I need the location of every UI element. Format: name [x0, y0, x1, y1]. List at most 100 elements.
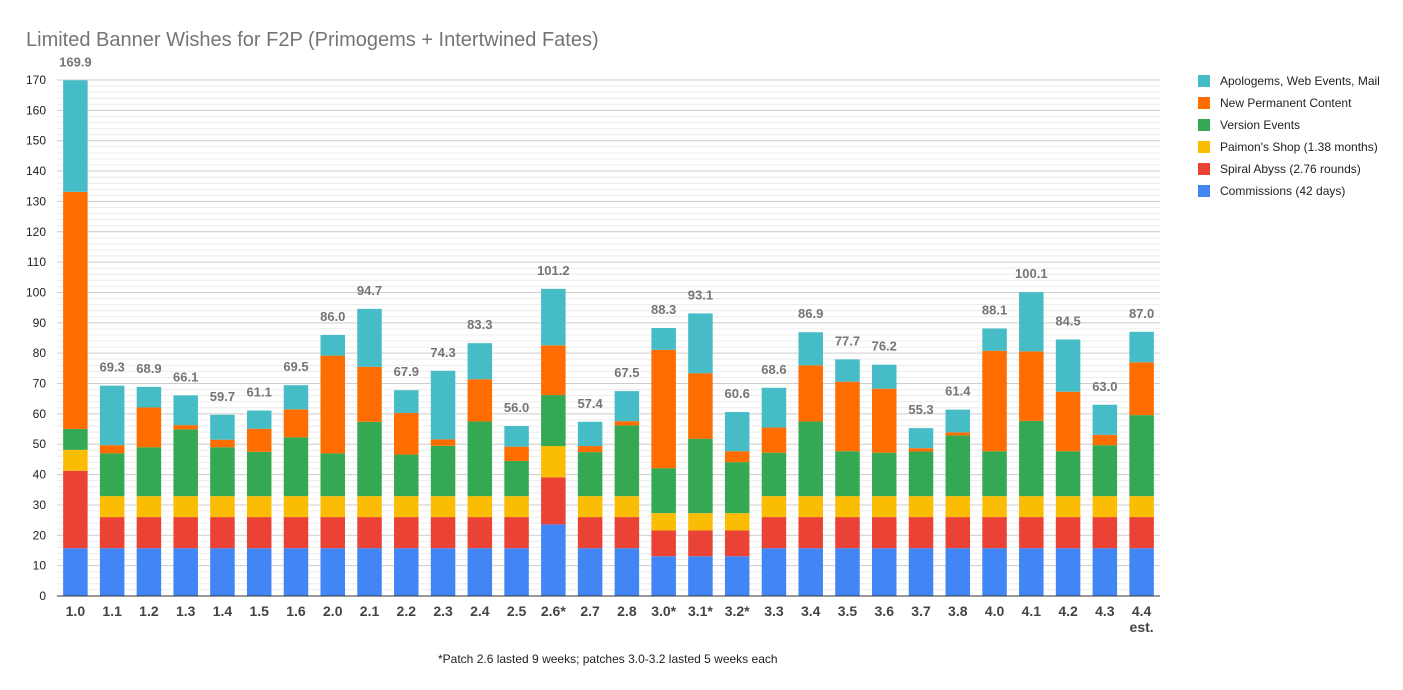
bar-segment — [283, 548, 309, 596]
y-tick-label: 20 — [33, 528, 47, 542]
total-label: 68.9 — [136, 361, 161, 376]
bar-segment — [430, 517, 456, 549]
total-label: 69.3 — [99, 360, 124, 375]
bar-segment — [430, 370, 456, 440]
bar-segment — [1129, 362, 1154, 416]
bar-segment — [394, 517, 419, 549]
legend-item: Paimon's Shop (1.38 months) — [1198, 136, 1380, 158]
bar-segment — [982, 451, 1007, 497]
bar-segment — [541, 288, 566, 346]
bar-segment — [577, 446, 603, 453]
bar-segment — [908, 517, 934, 549]
bar-segment — [99, 385, 125, 446]
total-label: 59.7 — [210, 389, 235, 404]
bar-segment — [577, 421, 603, 447]
bar-segment — [283, 409, 309, 438]
bar-segment — [320, 517, 345, 549]
bar-segment — [614, 421, 640, 426]
bar-segment — [63, 548, 88, 596]
total-label: 86.9 — [798, 306, 823, 321]
bar-segment — [173, 548, 198, 596]
bar-segment — [945, 409, 971, 433]
bar-segment — [283, 517, 309, 549]
bar-segment — [872, 364, 897, 389]
x-tick-label: 4.3 — [1095, 603, 1115, 619]
bar-segment — [651, 327, 676, 350]
bar-segment — [982, 517, 1007, 549]
bar-segment — [136, 447, 162, 497]
bar-segment — [908, 548, 934, 596]
bar-segment — [688, 313, 713, 374]
bar-segment — [467, 517, 493, 549]
bar-segment — [761, 496, 787, 518]
bar-segment — [1129, 496, 1154, 518]
legend-item: Version Events — [1198, 114, 1380, 136]
total-label: 57.4 — [577, 396, 603, 411]
bar-segment — [761, 387, 787, 428]
bar-segment — [688, 373, 713, 439]
bar-segment — [99, 496, 125, 518]
bar-segment — [835, 517, 860, 549]
bar-segment — [1129, 415, 1154, 497]
bar-segment — [724, 530, 750, 557]
x-tick-label: 2.7 — [580, 603, 600, 619]
y-tick-label: 40 — [33, 468, 47, 482]
bar-segment — [541, 395, 566, 447]
bar-segment — [835, 381, 860, 452]
bar-segment — [835, 359, 860, 382]
bar-segment — [761, 548, 787, 596]
bar-segment — [761, 517, 787, 549]
bar-segment — [99, 445, 125, 454]
bar-segment — [908, 451, 934, 497]
legend-swatch — [1198, 119, 1210, 131]
total-label: 61.4 — [945, 384, 971, 399]
bar-segment — [872, 548, 897, 596]
bar-segment — [982, 328, 1007, 351]
bar-segment — [798, 421, 823, 497]
bar-segment — [394, 548, 419, 596]
bar-segment — [246, 496, 272, 518]
bar-segment — [1019, 420, 1044, 497]
bar-segment — [210, 548, 235, 596]
x-tick-label: 1.2 — [139, 603, 159, 619]
bar-segment — [1092, 548, 1118, 596]
bar-segment — [651, 468, 676, 514]
total-label: 66.1 — [173, 369, 198, 384]
total-label: 86.0 — [320, 309, 345, 324]
y-tick-label: 30 — [33, 498, 47, 512]
bar-segment — [430, 439, 456, 446]
bar-segment — [283, 496, 309, 518]
y-tick-label: 90 — [33, 316, 47, 330]
bar-segment — [320, 453, 345, 497]
bar-segment — [63, 449, 88, 471]
total-label: 61.1 — [247, 385, 272, 400]
bar-segment — [357, 421, 382, 497]
gridlines — [57, 79, 1160, 591]
bar-segment — [1092, 496, 1118, 518]
x-tick-label: 3.2* — [725, 603, 750, 619]
bar-segment — [577, 452, 603, 497]
x-tick-label: 3.4 — [801, 603, 821, 619]
legend-item: New Permanent Content — [1198, 92, 1380, 114]
bar-segment — [1055, 548, 1081, 596]
total-label: 76.2 — [872, 339, 897, 354]
bar-segment — [1019, 517, 1044, 549]
total-label: 67.5 — [614, 365, 639, 380]
legend-label: Apologems, Web Events, Mail — [1220, 74, 1380, 88]
bar-segment — [320, 355, 345, 454]
bar-segment — [210, 447, 235, 497]
legend-item: Commissions (42 days) — [1198, 180, 1380, 202]
bars — [63, 80, 1154, 596]
total-label: 69.5 — [283, 359, 308, 374]
bar-segment — [872, 496, 897, 518]
bar-segment — [246, 428, 272, 452]
bar-segment — [63, 80, 88, 192]
x-tick-label: 1.5 — [249, 603, 269, 619]
bar-segment — [982, 548, 1007, 596]
bar-segment — [982, 496, 1007, 518]
y-tick-label: 160 — [26, 103, 46, 117]
bar-segment — [614, 548, 640, 596]
bar-segment — [688, 438, 713, 514]
bar-segment — [99, 453, 125, 497]
y-tick-label: 140 — [26, 164, 46, 178]
